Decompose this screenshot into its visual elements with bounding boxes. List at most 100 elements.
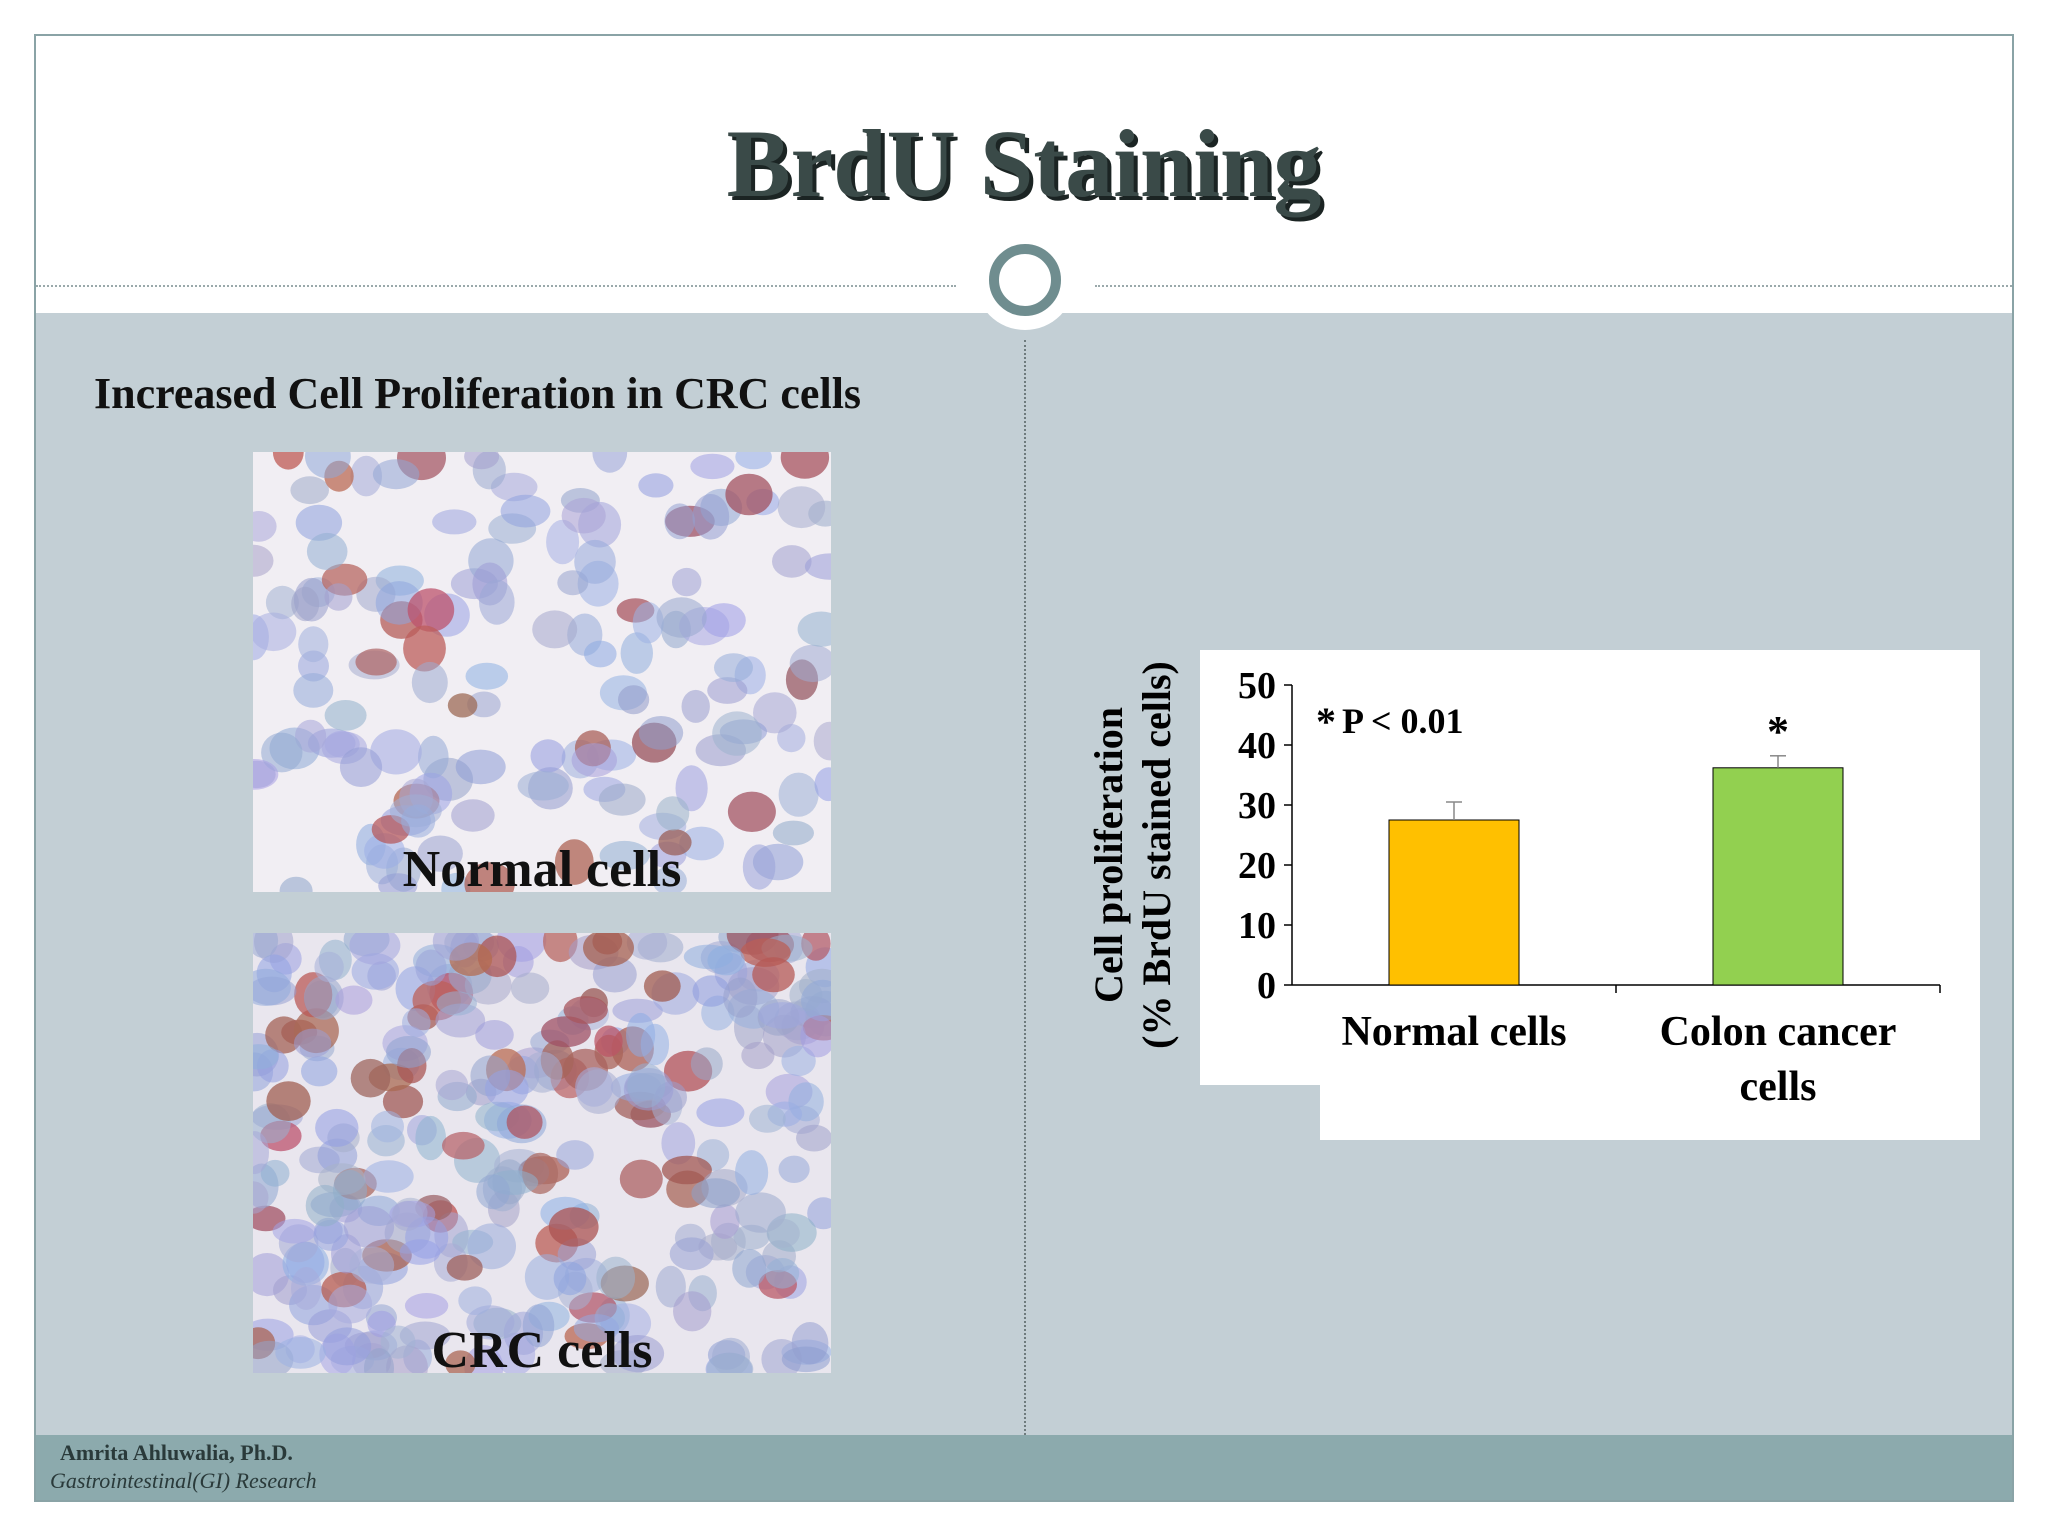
cell-nucleus xyxy=(710,1204,740,1239)
cell-nucleus xyxy=(305,1184,345,1227)
cell-nucleus xyxy=(574,539,616,584)
cell-nucleus xyxy=(306,532,348,571)
cell-nucleus xyxy=(554,839,594,885)
cell-nucleus xyxy=(313,1219,349,1251)
cell-nucleus xyxy=(673,1291,712,1332)
cell-nucleus xyxy=(727,791,776,832)
cell-nucleus xyxy=(298,626,329,663)
cell-nucleus xyxy=(350,455,382,497)
cell-nucleus xyxy=(407,588,455,632)
cell-nucleus xyxy=(807,1197,831,1230)
cell-nucleus xyxy=(265,1016,303,1054)
cell-nucleus xyxy=(691,1178,740,1209)
cell-nucleus xyxy=(500,494,551,528)
cell-nucleus xyxy=(661,1155,712,1185)
cell-nucleus xyxy=(772,820,815,846)
cell-nucleus xyxy=(314,951,344,983)
cell-nucleus xyxy=(475,1020,514,1050)
cell-nucleus xyxy=(594,1025,623,1057)
cell-nucleus xyxy=(275,1337,326,1369)
cell-nucleus xyxy=(272,1218,317,1244)
cell-nucleus xyxy=(553,1261,587,1296)
cell-nucleus xyxy=(339,747,383,787)
cell-nucleus xyxy=(411,661,448,704)
cell-nucleus xyxy=(632,602,664,644)
slide-title: BrdU Staining xyxy=(726,110,1322,217)
cell-nucleus xyxy=(295,719,327,753)
cell-nucleus xyxy=(749,1104,786,1133)
cell-nucleus xyxy=(253,759,279,790)
cell-nucleus xyxy=(664,503,695,540)
cell-nucleus xyxy=(640,1023,670,1066)
cell-nucleus xyxy=(442,1131,485,1160)
cell-nucleus xyxy=(458,1286,492,1315)
cell-nucleus xyxy=(652,866,687,892)
cell-nucleus xyxy=(522,1051,563,1093)
y-axis-title: Cell proliferation xyxy=(1086,707,1131,1003)
category-label: Normal cells xyxy=(1341,1009,1566,1055)
cell-nucleus xyxy=(656,597,707,638)
cell-nucleus xyxy=(690,1047,723,1081)
cell-nucleus xyxy=(655,1265,686,1308)
cell-nucleus xyxy=(455,749,506,785)
cell-nucleus xyxy=(510,972,550,1004)
cell-nucleus xyxy=(583,933,634,967)
plot-background xyxy=(1200,650,1980,1085)
cell-nucleus xyxy=(563,996,608,1024)
cell-nucleus xyxy=(350,1058,391,1098)
category-label: cells xyxy=(1740,1064,1817,1110)
cell-nucleus xyxy=(556,1140,594,1170)
category-label: Colon cancer xyxy=(1660,1009,1897,1055)
significance-note-star: * xyxy=(1316,699,1336,744)
cell-nucleus xyxy=(266,1081,311,1121)
cell-nucleus xyxy=(403,625,446,672)
cell-nucleus xyxy=(476,1174,510,1210)
cell-nucleus xyxy=(543,933,578,963)
cell-nucleus xyxy=(355,648,397,676)
y-tick-label: 50 xyxy=(1238,665,1276,707)
bar-normal xyxy=(1388,819,1520,986)
cell-nucleus xyxy=(401,804,436,838)
cell-nucleus xyxy=(441,872,471,892)
cell-nucleus xyxy=(758,1002,807,1029)
y-axis-title: (% BrdU stained cells) xyxy=(1134,661,1179,1049)
normal-cells-micrograph xyxy=(253,452,831,892)
cell-nucleus xyxy=(436,991,477,1016)
y-tick-label: 20 xyxy=(1238,845,1276,887)
circle-ornament-icon xyxy=(989,244,1061,316)
cell-nucleus xyxy=(592,452,628,473)
significance-note: P < 0.01 xyxy=(1342,701,1464,741)
cell-nucleus xyxy=(679,826,724,861)
cell-nucleus xyxy=(382,1085,424,1119)
cell-nucleus xyxy=(598,783,646,816)
cell-nucleus xyxy=(349,933,401,965)
cell-nucleus xyxy=(735,452,772,470)
column-divider xyxy=(1024,340,1026,1435)
cell-nucleus xyxy=(386,1036,431,1068)
cell-nucleus xyxy=(599,840,650,871)
cell-nucleus xyxy=(291,586,320,622)
cell-nucleus xyxy=(778,1155,810,1183)
cell-cluster xyxy=(253,452,831,892)
cell-nucleus xyxy=(349,1246,395,1284)
normal-cells-image: Normal cells xyxy=(253,452,831,892)
crc-cells-image: CRC cells xyxy=(253,933,831,1373)
cell-nucleus xyxy=(464,452,500,470)
cell-nucleus xyxy=(432,933,479,961)
cell-nucleus xyxy=(618,685,650,715)
cell-nucleus xyxy=(335,985,373,1015)
cell-nucleus xyxy=(290,476,329,505)
cell-nucleus xyxy=(612,1335,665,1373)
cell-nucleus xyxy=(303,975,344,1020)
y-tick-label: 40 xyxy=(1238,725,1276,767)
cell-nucleus xyxy=(506,1105,543,1139)
cell-nucleus xyxy=(643,970,681,1002)
cell-nucleus xyxy=(532,610,578,649)
footer-bar xyxy=(36,1435,2012,1500)
cell-nucleus xyxy=(464,862,515,892)
cell-nucleus xyxy=(541,1016,591,1048)
cell-nucleus xyxy=(797,611,831,647)
cell-nucleus xyxy=(378,873,418,892)
cell-nucleus xyxy=(658,829,692,856)
cell-nucleus xyxy=(732,1248,767,1288)
